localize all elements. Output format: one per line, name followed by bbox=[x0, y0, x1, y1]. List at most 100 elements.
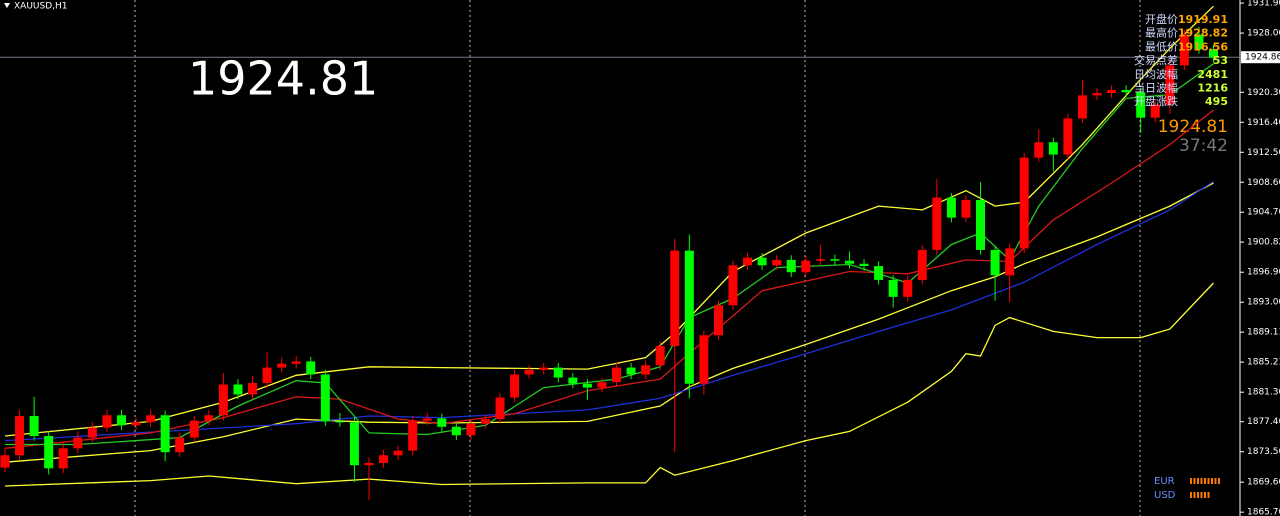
y-tick-label: 1904.70 bbox=[1247, 208, 1280, 218]
y-tick-label: 1908.60 bbox=[1247, 178, 1280, 188]
y-tick-label: 1920.30 bbox=[1247, 88, 1280, 98]
big-price: 1924.81 bbox=[188, 52, 378, 106]
currency-name: EUR bbox=[1154, 476, 1175, 487]
y-tick-label: 1877.46 bbox=[1247, 417, 1280, 427]
candle-body bbox=[830, 259, 840, 261]
candle-body bbox=[815, 259, 825, 261]
strength-bar bbox=[1207, 492, 1210, 498]
currency-name: USD bbox=[1154, 490, 1176, 501]
candle-body bbox=[15, 416, 25, 456]
candle-body bbox=[102, 415, 112, 428]
strength-bar bbox=[1197, 492, 1199, 498]
candle-body bbox=[524, 369, 534, 375]
candle-body bbox=[568, 377, 578, 384]
candle-body bbox=[743, 257, 753, 266]
candle-body bbox=[58, 448, 68, 469]
candle-body bbox=[364, 462, 374, 466]
candle-body bbox=[437, 418, 447, 427]
y-tick-label: 1873.56 bbox=[1247, 447, 1280, 457]
indicator-line bbox=[4, 109, 1214, 449]
candle-body bbox=[451, 426, 461, 436]
candle-body bbox=[422, 418, 432, 421]
candle-body bbox=[1092, 93, 1102, 96]
candle-body bbox=[146, 415, 156, 423]
current-price-tag bbox=[1241, 51, 1280, 64]
candle-body bbox=[466, 423, 476, 436]
candle-body bbox=[277, 363, 287, 368]
candle-body bbox=[801, 260, 811, 273]
candle-body bbox=[874, 266, 884, 280]
candle-body bbox=[510, 374, 520, 398]
strength-bar bbox=[1190, 492, 1192, 498]
candle-body bbox=[1121, 89, 1131, 93]
strength-bar bbox=[1193, 478, 1196, 484]
strength-bar bbox=[1218, 478, 1220, 484]
current-price-label: 1924.86 bbox=[1245, 53, 1280, 63]
info-label: 最低价 bbox=[1145, 40, 1178, 53]
candle-body bbox=[1107, 89, 1117, 94]
info-value: 495 bbox=[1205, 95, 1228, 108]
candle-body bbox=[684, 250, 694, 384]
candle-body bbox=[131, 422, 141, 426]
info-label: 开盘涨跌 bbox=[1134, 94, 1178, 108]
candle-body bbox=[1005, 248, 1015, 276]
candle-body bbox=[291, 361, 301, 364]
candle-body bbox=[189, 420, 199, 438]
candle-body bbox=[655, 346, 665, 366]
candle-body bbox=[612, 367, 622, 383]
info-value: 1216 bbox=[1197, 82, 1228, 95]
candle-body bbox=[495, 397, 505, 420]
candle-body bbox=[204, 415, 214, 421]
candle-body bbox=[553, 367, 563, 378]
candle-body bbox=[379, 455, 389, 463]
candle-body bbox=[859, 263, 869, 267]
candle-body bbox=[1019, 157, 1029, 249]
candle-body bbox=[626, 367, 636, 375]
candle-body bbox=[1063, 118, 1073, 155]
candle-body bbox=[1179, 34, 1189, 66]
y-tick-label: 1912.50 bbox=[1247, 148, 1280, 158]
info-label: 交易点差 bbox=[1134, 53, 1178, 67]
candle-body bbox=[233, 384, 243, 395]
candle-body bbox=[641, 365, 651, 375]
indicator-line bbox=[4, 180, 1214, 442]
y-tick-label: 1889.11 bbox=[1247, 328, 1280, 338]
info-label: 当日波幅 bbox=[1134, 81, 1178, 95]
candle-body bbox=[335, 421, 345, 423]
indicator-line bbox=[4, 282, 1214, 487]
strength-bar bbox=[1204, 492, 1206, 498]
candle-body bbox=[480, 419, 490, 424]
info-value: 1916.56 bbox=[1178, 40, 1228, 53]
candle-body bbox=[262, 367, 272, 383]
candle-body bbox=[699, 335, 709, 384]
candle-body bbox=[29, 416, 39, 437]
candle-body bbox=[1165, 65, 1175, 105]
candle-body bbox=[87, 427, 97, 438]
candle-body bbox=[320, 374, 330, 422]
info-value: 53 bbox=[1213, 54, 1228, 67]
candle-body bbox=[582, 383, 592, 388]
candle-body bbox=[116, 415, 126, 426]
candle-body bbox=[1150, 104, 1160, 118]
candle-body bbox=[713, 305, 723, 336]
y-tick-label: 1896.90 bbox=[1247, 268, 1280, 278]
candle-body bbox=[917, 249, 927, 280]
candle-body bbox=[1208, 49, 1218, 58]
strength-bar bbox=[1211, 478, 1213, 484]
candle-body bbox=[248, 382, 258, 395]
candle-body bbox=[976, 199, 986, 250]
candle-body bbox=[597, 382, 607, 388]
info-value: 1928.82 bbox=[1178, 27, 1228, 40]
info-value: 2481 bbox=[1197, 68, 1228, 81]
y-tick-label: 1931.90 bbox=[1247, 0, 1280, 9]
candle-body bbox=[0, 455, 10, 468]
candle-body bbox=[757, 257, 767, 266]
candle-body bbox=[670, 250, 680, 347]
candle-body bbox=[990, 249, 1000, 276]
candle-body bbox=[1034, 142, 1044, 158]
candle-body bbox=[946, 197, 956, 218]
strength-bar bbox=[1214, 478, 1217, 484]
candle-body bbox=[844, 260, 854, 264]
candle-body bbox=[728, 265, 738, 306]
